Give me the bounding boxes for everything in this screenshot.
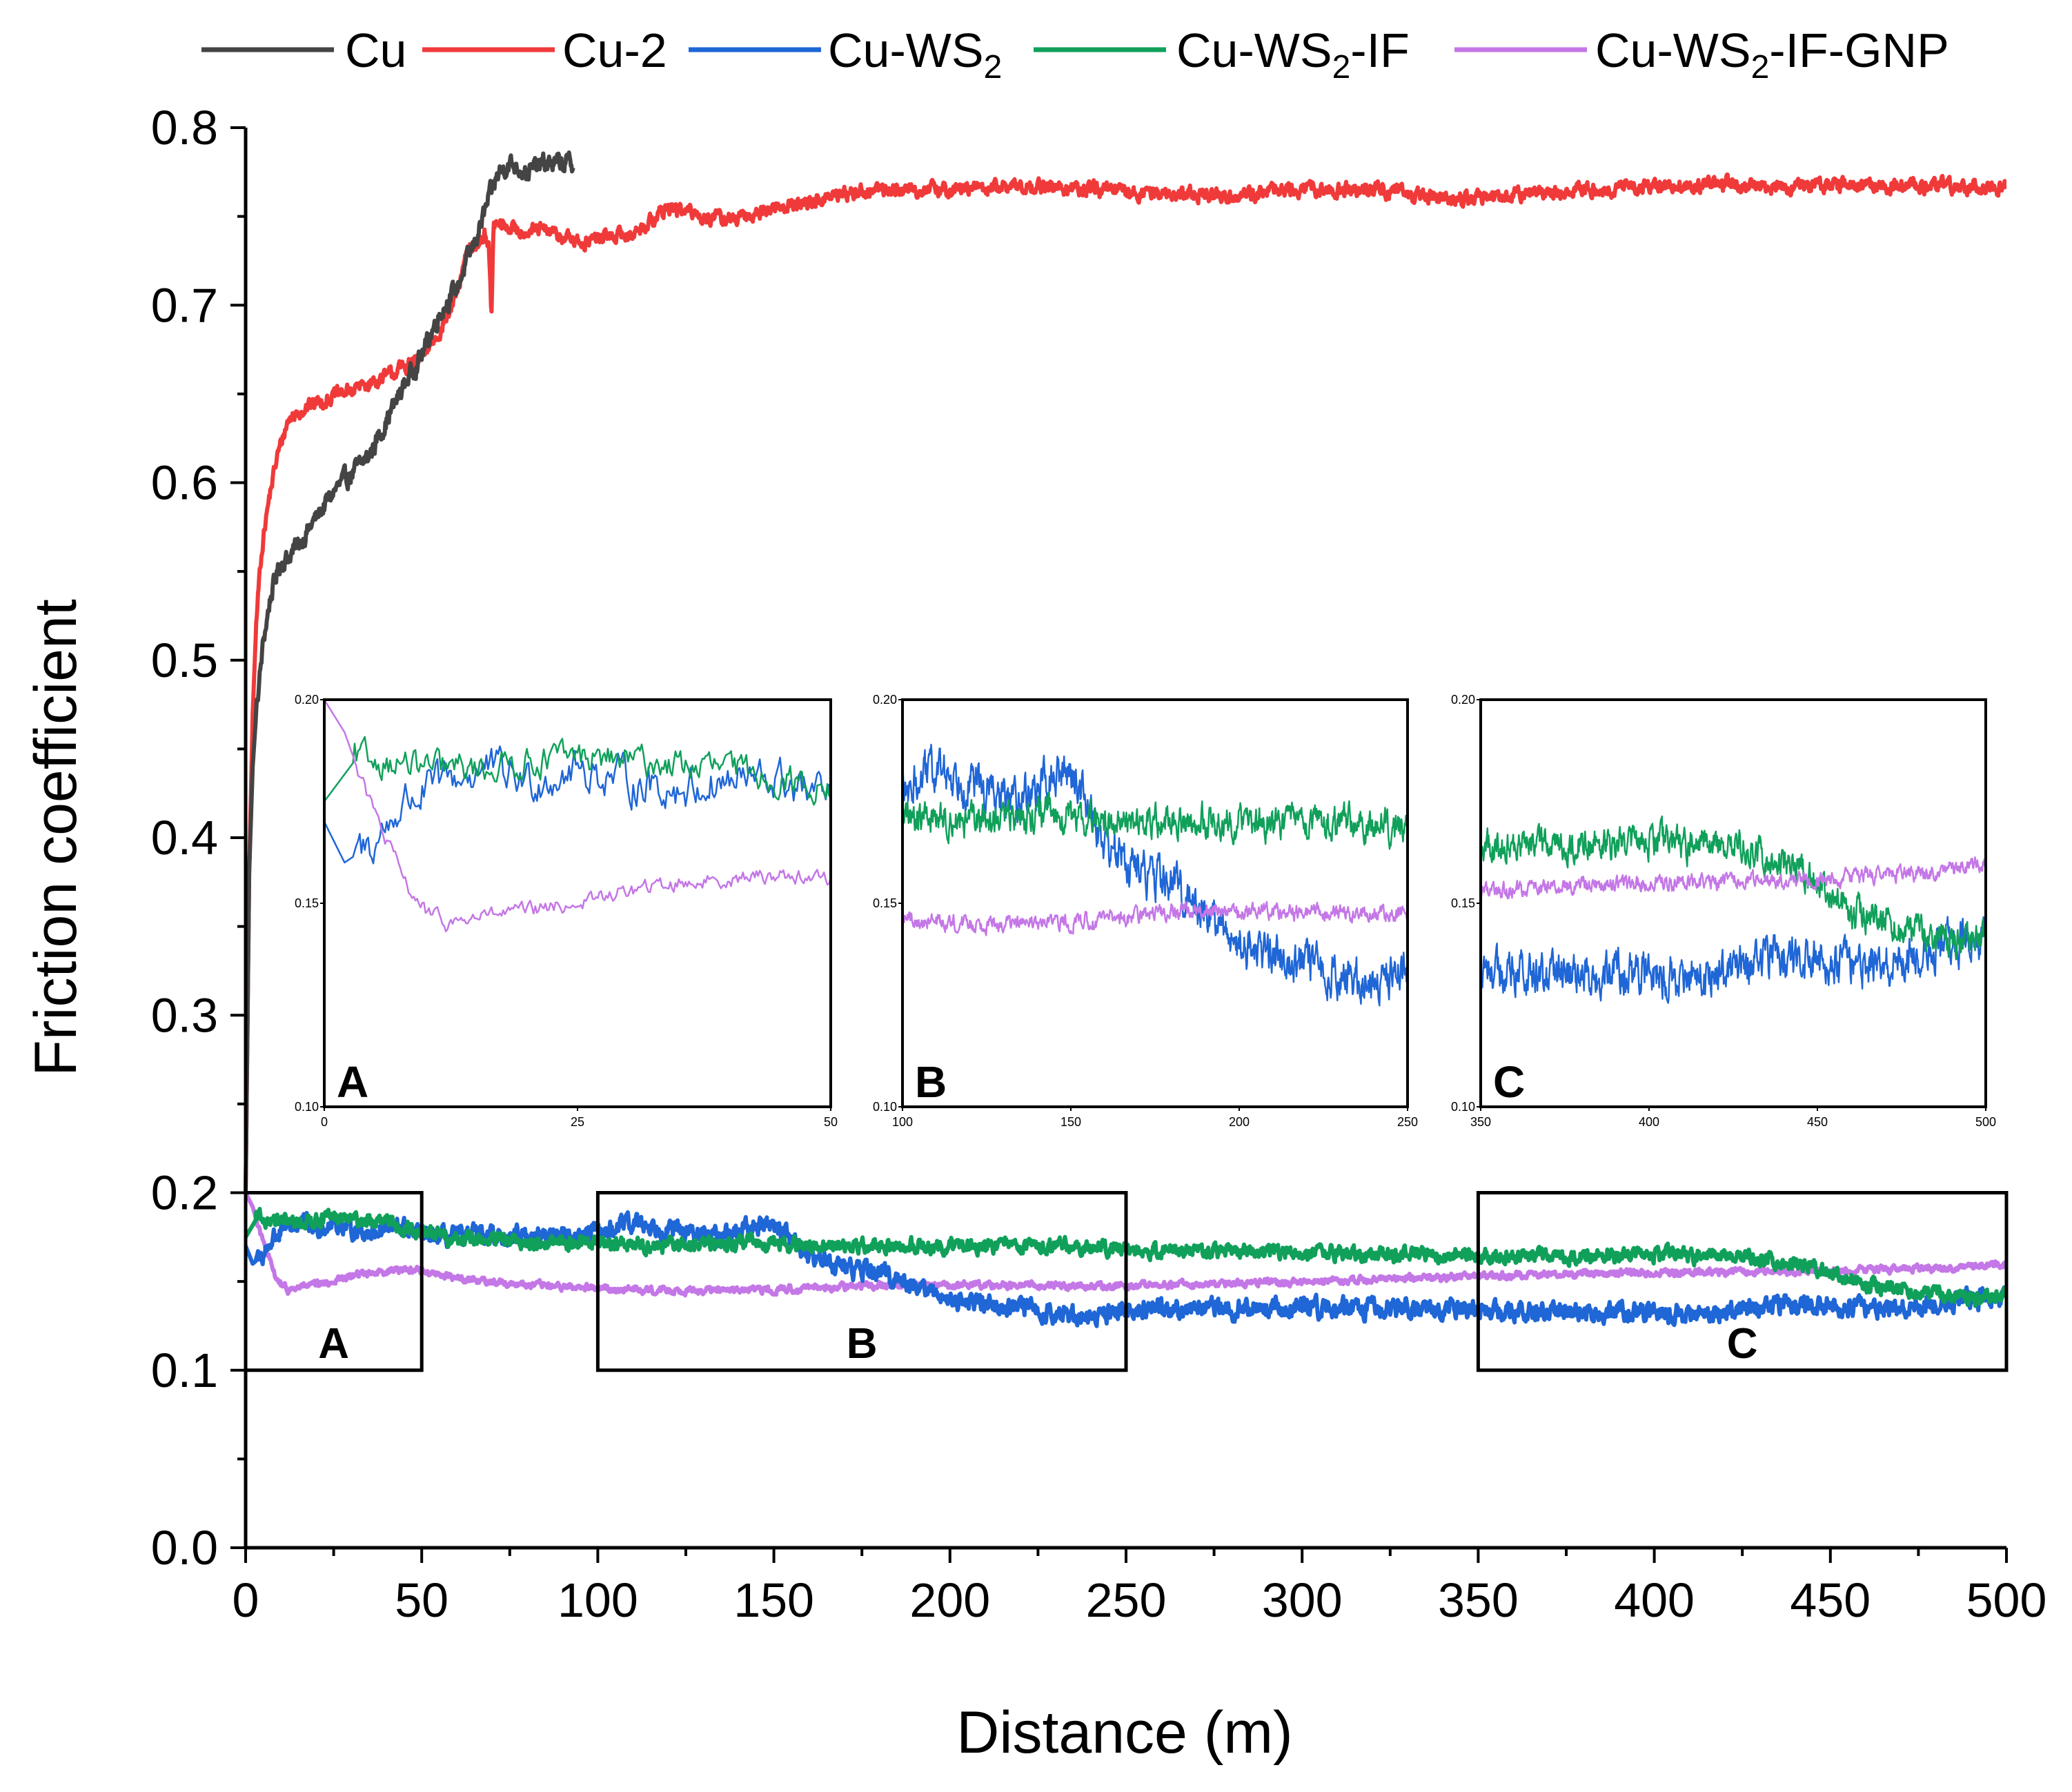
inset-y-tick-label: 0.15 <box>1451 896 1475 910</box>
inset-x-tick-label: 100 <box>892 1115 913 1129</box>
zoom-region-label-c: C <box>1727 1320 1758 1368</box>
inset-y-tick-label: 0.20 <box>873 693 897 707</box>
inset-label-b: B <box>915 1057 947 1107</box>
inset-series-line-cu-ws2-if <box>1481 815 1986 961</box>
x-tick-label: 450 <box>1790 1573 1871 1627</box>
legend-label-cu-2: Cu-2 <box>562 23 667 77</box>
inset-background <box>324 700 831 1107</box>
inset-series <box>324 700 831 933</box>
inset-y-tick-label: 0.15 <box>873 896 897 910</box>
zoom-region-label-b: B <box>847 1320 878 1368</box>
series-line-cu <box>244 150 575 1193</box>
series-line-cu-2 <box>244 172 2006 1193</box>
y-tick-label: 0.1 <box>151 1343 218 1397</box>
inset-plots: 0 25 50 0.10 0.15 0.20 A 100 150 200 250 0.10 0.15 0.… <box>295 693 1996 1129</box>
inset-series <box>902 743 1408 1007</box>
inset-x-tick-label: 250 <box>1397 1115 1418 1129</box>
x-tick-label: 300 <box>1262 1573 1343 1627</box>
y-tick-label: 0.8 <box>151 101 218 155</box>
y-tick-label: 0.4 <box>151 811 218 865</box>
inset-x-tick-label: 200 <box>1229 1115 1250 1129</box>
inset-y-tick-label: 0.10 <box>295 1100 319 1114</box>
legend-label-cu-ws2: Cu-WS2 <box>828 23 1002 86</box>
inset-x-tick-label: 0 <box>321 1115 328 1129</box>
x-tick-label: 0 <box>233 1573 259 1627</box>
legend-item-cu-ws2: Cu-WS2 <box>689 23 1002 86</box>
inset-y-tick-label: 0.20 <box>1451 693 1475 707</box>
y-tick-label: 0.7 <box>151 278 218 332</box>
zoom-region-label-a: A <box>318 1320 349 1368</box>
legend: Cu Cu-2 Cu-WS2 Cu-WS2-IF Cu-WS2-IF-GNP <box>201 23 1949 86</box>
main-axes: 0 50 100 150 200 250 300 350 400 450 5000.00.10.20… <box>151 101 2047 1627</box>
legend-item-cu-ws2-if-gnp: Cu-WS2-IF-GNP <box>1454 23 1949 86</box>
x-tick-label: 350 <box>1438 1573 1519 1627</box>
legend-item-cu-2: Cu-2 <box>422 23 667 77</box>
zoom-region-box-b <box>595 1191 1128 1372</box>
inset-y-tick-label: 0.10 <box>873 1100 897 1114</box>
inset-label-a: A <box>337 1057 368 1107</box>
legend-label-cu-ws2-if-gnp: Cu-WS2-IF-GNP <box>1595 23 1949 86</box>
inset-y-tick-label: 0.10 <box>1451 1100 1475 1114</box>
inset-x-tick-label: 150 <box>1060 1115 1081 1129</box>
inset-series-line-cu-ws2 <box>902 743 1408 1007</box>
x-tick-label: 400 <box>1614 1573 1695 1627</box>
x-tick-label: 100 <box>558 1573 638 1627</box>
x-tick-label: 150 <box>733 1573 814 1627</box>
inset-series-line-cu-ws2-if <box>902 791 1408 850</box>
y-tick-label: 0.2 <box>151 1166 218 1220</box>
inset-y-tick-label: 0.15 <box>295 896 319 910</box>
inset-x-tick-label: 450 <box>1807 1115 1828 1129</box>
y-axis-title: Friction coefficient <box>23 599 89 1076</box>
inset-x-tick-label: 500 <box>1975 1115 1996 1129</box>
inset-series-line-cu-ws2-if <box>324 736 831 806</box>
inset-c: 350 400 450 500 0.10 0.15 0.20 C <box>1451 693 1996 1129</box>
inset-x-tick-label: 400 <box>1639 1115 1659 1129</box>
inset-label-c: C <box>1493 1057 1525 1107</box>
y-tick-label: 0.6 <box>151 456 218 510</box>
inset-series-line-cu-ws2 <box>324 745 831 865</box>
inset-x-tick-label: 50 <box>824 1115 838 1129</box>
x-axis-title: Distance (m) <box>956 1700 1292 1766</box>
inset-series <box>1481 815 1986 1004</box>
inset-background <box>902 700 1408 1107</box>
legend-item-cu: Cu <box>201 23 406 77</box>
x-tick-label: 500 <box>1966 1573 2047 1627</box>
legend-label-cu-ws2-if: Cu-WS2-IF <box>1176 23 1410 86</box>
x-tick-label: 200 <box>909 1573 990 1627</box>
y-tick-label: 0.0 <box>151 1521 218 1575</box>
inset-x-tick-label: 25 <box>571 1115 584 1129</box>
legend-item-cu-ws2-if: Cu-WS2-IF <box>1034 23 1410 86</box>
inset-background <box>1481 700 1986 1107</box>
inset-series-line-cu-ws2 <box>1481 916 1986 1004</box>
inset-y-tick-label: 0.20 <box>295 693 319 707</box>
inset-x-tick-label: 350 <box>1470 1115 1491 1129</box>
inset-b: 100 150 200 250 0.10 0.15 0.20 B <box>873 693 1418 1129</box>
x-tick-label: 50 <box>395 1573 448 1627</box>
zoom-region-box-c <box>1476 1191 2009 1372</box>
legend-label-cu: Cu <box>345 23 406 77</box>
x-tick-label: 250 <box>1086 1573 1167 1627</box>
inset-a: 0 25 50 0.10 0.15 0.20 A <box>295 693 838 1129</box>
y-tick-label: 0.5 <box>151 633 218 687</box>
inset-series-line-cu-ws2-if-gnp <box>1481 856 1986 900</box>
inset-series-line-cu-ws2-if-gnp <box>324 700 831 933</box>
y-tick-label: 0.3 <box>151 988 218 1042</box>
inset-series-line-cu-ws2-if-gnp <box>902 900 1408 936</box>
